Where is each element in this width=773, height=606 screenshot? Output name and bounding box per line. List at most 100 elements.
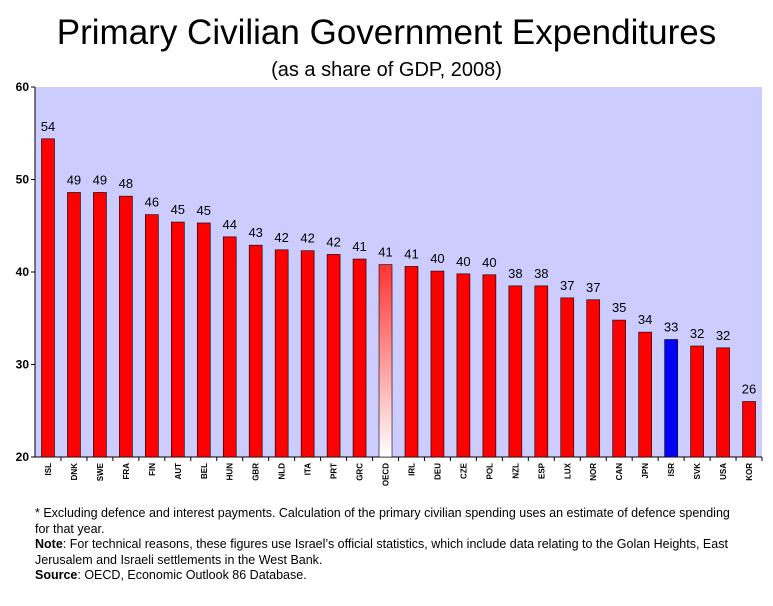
x-tick-label-swe: SWE [96,462,105,481]
data-label-irl: 41 [404,246,418,261]
bar-hun [222,236,237,458]
data-label-cze: 40 [456,254,470,269]
chart-subtitle: (as a share of GDP, 2008) [271,59,502,81]
bar-prt [326,254,341,458]
bar-oecd [378,264,393,458]
x-tick-label-fin: FIN [148,463,157,476]
x-tick-label-nor: NOR [589,463,598,481]
data-label-esp: 38 [534,266,548,281]
x-tick-label-usa: USA [719,463,728,480]
data-label-fra: 48 [119,176,133,191]
bar-can [612,319,626,458]
bar-kor [742,401,756,458]
data-label-can: 35 [612,300,626,315]
x-tick-label-nld: NLD [278,463,287,480]
x-tick-label-ita: ITA [304,463,313,476]
x-tick-label-gbr: GBR [252,463,261,481]
x-tick-label-svk: SVK [693,463,702,480]
x-tick-label-oecd: OECD [382,463,391,486]
x-tick-label-lux: LUX [563,462,572,479]
bar-nzl [508,285,523,458]
bar-dnk [67,192,81,458]
x-tick-label-bel: BEL [200,463,209,479]
x-tick-label-dnk: DNK [70,463,79,481]
footnote-note: Note: For technical reasons, these figur… [35,537,735,568]
x-tick-label-nzl: NZL [511,463,520,479]
y-tick-label: 40 [16,265,30,279]
data-label-jpn: 34 [638,312,652,327]
footnotes: * Excluding defence and interest payment… [35,506,735,584]
source-label: Source [35,568,78,582]
data-label-isl: 54 [41,119,55,134]
chart-title: Primary Civilian Government Expenditures [56,13,717,52]
bar-pol [482,274,497,458]
data-label-nzl: 38 [508,266,522,281]
y-tick-label: 50 [16,173,30,187]
data-label-prt: 42 [326,234,340,249]
data-label-oecd: 41 [378,245,392,260]
bar-isl [41,138,55,458]
footnote-excluding: * Excluding defence and interest payment… [35,506,730,536]
x-tick-label-deu: DEU [433,463,442,480]
x-tick-label-fra: FRA [122,463,131,480]
data-label-bel: 45 [197,203,211,218]
data-label-aut: 45 [171,202,185,217]
data-label-nld: 42 [274,230,288,245]
bar-fra [119,195,133,458]
bar-gbr [248,244,263,458]
y-tick-label: 60 [16,80,30,94]
bar-esp [534,285,549,458]
data-label-usa: 32 [716,328,730,343]
bar-isr [664,339,678,458]
x-tick-label-esp: ESP [537,462,546,479]
data-label-deu: 40 [430,251,444,266]
bar-irl [404,266,419,458]
data-label-ita: 42 [300,231,314,246]
x-tick-label-can: CAN [615,463,624,481]
data-label-dnk: 49 [67,172,81,187]
data-label-gbr: 43 [248,225,262,240]
note-text: : For technical reasons, these figures u… [35,537,728,567]
bar-usa [716,347,730,458]
bar-lux [560,297,575,458]
x-tick-label-grc: GRC [356,463,365,481]
bar-bel [196,222,211,458]
plot-area [35,87,762,457]
x-tick-label-jpn: JPN [641,463,650,479]
bar-chart: 20 30 40 50 60 54 ISL 49 DNK 49 SWE 48 FRA 46 FIN 45 AUT… [16,80,763,486]
data-label-fin: 46 [145,195,159,210]
x-tick-label-irl: IRL [407,463,416,476]
data-label-pol: 40 [482,255,496,270]
bar-aut [171,221,185,458]
x-tick-label-pol: POL [485,463,494,480]
data-label-swe: 49 [93,172,107,187]
source-text: : OECD, Economic Outlook 86 Database. [77,568,307,582]
data-label-kor: 26 [742,382,756,397]
bar-ita [300,250,315,458]
x-tick-label-aut: AUT [174,463,183,480]
note-label: Note [35,537,63,551]
data-label-nor: 37 [586,280,600,295]
data-label-lux: 37 [560,278,574,293]
bar-jpn [638,331,652,458]
bar-swe [93,192,107,458]
bar-nor [586,299,601,458]
data-label-grc: 41 [352,239,366,254]
x-tick-label-hun: HUN [226,463,235,481]
bar-grc [352,258,367,458]
bar-deu [430,270,445,458]
footnote-source: Source: OECD, Economic Outlook 86 Databa… [35,568,735,584]
x-tick-label-kor: KOR [745,463,754,481]
data-label-isr: 33 [664,320,678,335]
x-tick-label-isr: ISR [667,463,676,477]
bar-fin [145,214,159,458]
data-label-hun: 44 [222,217,236,232]
bar-svk [690,345,704,458]
y-tick-label: 20 [16,450,30,464]
data-label-svk: 32 [690,326,704,341]
bar-nld [274,249,289,458]
x-tick-label-cze: CZE [459,462,468,479]
bar-cze [456,273,471,458]
x-tick-label-isl: ISL [44,463,53,476]
x-tick-label-prt: PRT [330,463,339,479]
